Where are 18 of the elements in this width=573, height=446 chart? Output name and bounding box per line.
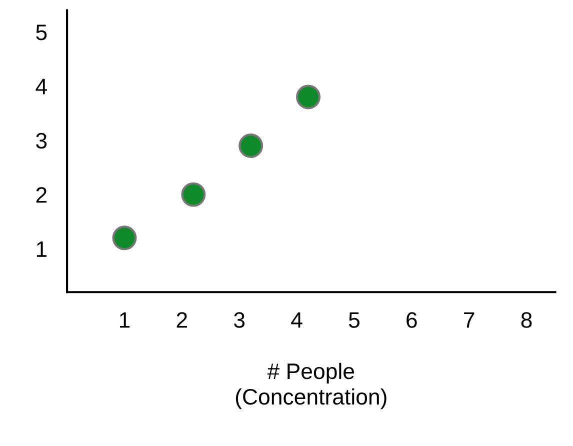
point xyxy=(112,226,137,250)
y-tick-label: 3 xyxy=(36,132,47,149)
x-tick-label: 3 xyxy=(234,312,245,328)
point xyxy=(238,134,264,158)
x-tick-label: 1 xyxy=(120,312,130,328)
y-tick-label: 1 xyxy=(36,242,47,257)
x-tick-label: 8 xyxy=(521,312,532,328)
x-tick-label: 6 xyxy=(406,312,417,328)
y-tick-label: 2 xyxy=(36,187,46,203)
point xyxy=(181,182,206,207)
y-tick-label: 5 xyxy=(36,24,47,40)
y-tick-label: 4 xyxy=(36,78,47,94)
point xyxy=(296,84,321,110)
x-axis-title: # People (Concentration) xyxy=(236,362,386,410)
x-tick-label: 7 xyxy=(464,312,474,328)
x-tick-label: 4 xyxy=(291,312,302,328)
x-tick-label: 2 xyxy=(176,312,187,328)
x-tick-label: 5 xyxy=(348,312,360,328)
